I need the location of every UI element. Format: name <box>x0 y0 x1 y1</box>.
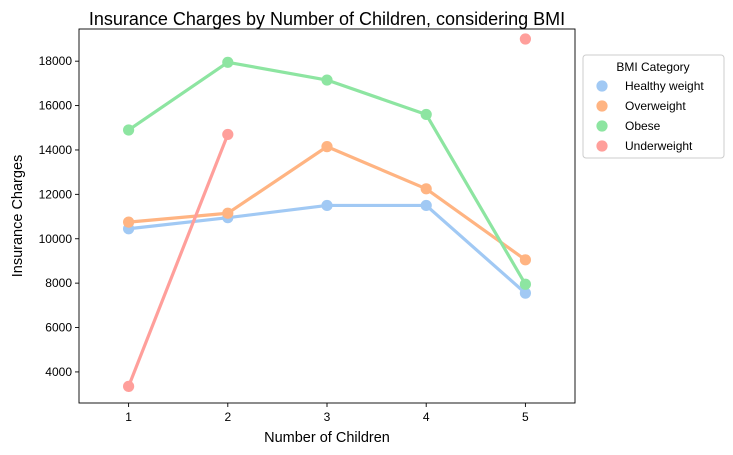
data-point-overweight <box>123 216 135 228</box>
x-tick-label: 5 <box>522 410 529 424</box>
x-tick-label: 3 <box>324 410 331 424</box>
y-axis-label: Insurance Charges <box>10 155 26 278</box>
data-point-overweight <box>519 254 532 266</box>
data-point-underweight <box>519 33 532 45</box>
x-tick-label: 4 <box>423 410 430 424</box>
series-line-underweight <box>127 132 230 388</box>
legend-title: BMI Category <box>616 60 689 74</box>
series-obese <box>123 56 532 290</box>
y-axis: 4000 6000 8000 10000 12000 14000 16000 18000 <box>39 54 79 379</box>
chart-title: Insurance Charges by Number of Children,… <box>89 9 565 29</box>
legend-marker-underweight <box>596 140 608 152</box>
x-tick-label: 2 <box>224 410 231 424</box>
legend-label-overweight: Overweight <box>625 99 686 113</box>
legend: BMI Category Healthy weight Overweight Obe… <box>582 54 725 159</box>
y-tick-label: 4000 <box>45 365 72 379</box>
legend-items: Healthy weight Overweight Obese Underweight <box>596 79 704 153</box>
legend-box <box>582 54 725 159</box>
legend-marker-healthy-weight <box>596 80 608 92</box>
data-point-healthy-weight <box>519 287 532 299</box>
legend-label-healthy-weight: Healthy weight <box>625 79 704 93</box>
x-axis-label: Number of Children <box>264 430 390 446</box>
y-tick-label: 8000 <box>45 276 72 290</box>
legend-label-underweight: Underweight <box>625 139 693 153</box>
x-tick-label: 1 <box>125 410 132 424</box>
legend-marker-overweight <box>596 100 608 112</box>
series-layer <box>123 33 532 392</box>
y-tick-label: 14000 <box>39 143 73 157</box>
data-point-overweight <box>321 141 333 153</box>
data-point-healthy-weight <box>420 199 432 212</box>
series-underweight <box>123 33 532 392</box>
series-line-obese <box>127 60 528 286</box>
y-tick-label: 12000 <box>39 187 73 201</box>
data-point-obese <box>123 124 135 136</box>
y-tick-label: 16000 <box>39 99 73 113</box>
data-point-underweight <box>222 128 234 141</box>
data-point-obese <box>420 108 432 121</box>
legend-label-obese: Obese <box>625 119 661 133</box>
data-point-healthy-weight <box>321 199 333 212</box>
y-tick-label: 18000 <box>39 54 73 68</box>
x-axis: 1 2 3 4 5 <box>125 403 529 424</box>
y-tick-label: 6000 <box>45 321 72 335</box>
data-point-underweight <box>123 380 135 392</box>
data-point-overweight <box>222 207 234 219</box>
legend-marker-obese <box>596 120 608 132</box>
data-point-obese <box>321 74 333 86</box>
data-point-obese <box>519 278 532 290</box>
data-point-obese <box>222 56 234 68</box>
data-point-overweight <box>420 183 432 195</box>
y-tick-label: 10000 <box>39 232 73 246</box>
